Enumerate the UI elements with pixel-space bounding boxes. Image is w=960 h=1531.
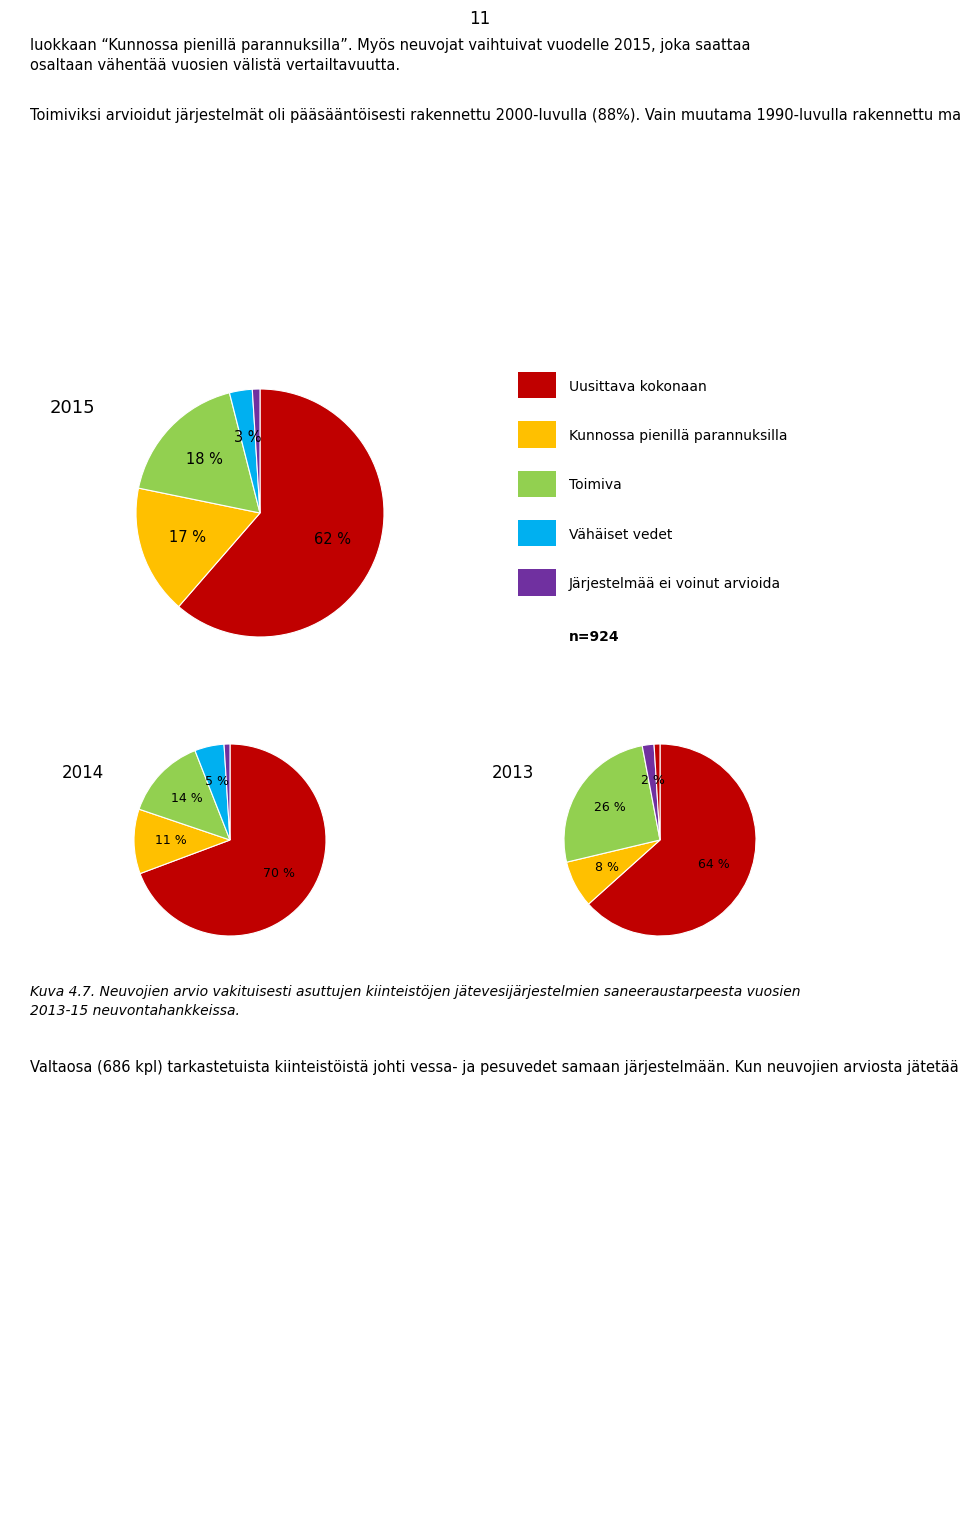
Text: 17 %: 17 % <box>169 530 205 545</box>
Text: 14 %: 14 % <box>171 793 203 805</box>
Text: 11 %: 11 % <box>155 834 186 848</box>
Bar <box>518 372 556 398</box>
Wedge shape <box>224 744 230 841</box>
Text: 2 %: 2 % <box>640 775 664 787</box>
Bar <box>518 570 556 596</box>
Text: n=924: n=924 <box>568 631 619 645</box>
Text: 64 %: 64 % <box>699 857 731 871</box>
Bar <box>518 521 556 547</box>
Wedge shape <box>564 746 660 862</box>
Text: Kuva 4.7. Neuvojien arvio vakituisesti asuttujen kiinteistöjen jätevesijärjestel: Kuva 4.7. Neuvojien arvio vakituisesti a… <box>30 984 801 1018</box>
Text: 70 %: 70 % <box>263 868 295 880</box>
Text: 2013: 2013 <box>492 764 535 782</box>
Text: luokkaan “Kunnossa pienillä parannuksilla”. Myös neuvojat vaihtuivat vuodelle 20: luokkaan “Kunnossa pienillä parannuksill… <box>30 38 751 73</box>
Text: Toimiviksi arvioidut järjestelmät oli pääsääntöisesti rakennettu 2000-luvulla (8: Toimiviksi arvioidut järjestelmät oli pä… <box>30 109 960 122</box>
Wedge shape <box>134 810 230 874</box>
Wedge shape <box>136 488 260 606</box>
Wedge shape <box>195 744 230 841</box>
Bar <box>518 472 556 498</box>
Wedge shape <box>252 389 260 513</box>
Text: Valtaosa (686 kpl) tarkastetuista kiinteistöistä johti vessa- ja pesuvedet samaa: Valtaosa (686 kpl) tarkastetuista kiinte… <box>30 1059 960 1075</box>
Wedge shape <box>179 389 384 637</box>
Wedge shape <box>138 393 260 513</box>
Wedge shape <box>140 744 326 935</box>
Text: 18 %: 18 % <box>186 453 223 467</box>
Wedge shape <box>139 750 230 841</box>
Text: Kunnossa pienillä parannuksilla: Kunnossa pienillä parannuksilla <box>568 429 787 442</box>
Text: Järjestelmää ei voinut arvioida: Järjestelmää ei voinut arvioida <box>568 577 780 591</box>
Text: 62 %: 62 % <box>314 533 350 548</box>
Wedge shape <box>654 744 660 841</box>
Text: 3 %: 3 % <box>234 430 262 444</box>
Text: 26 %: 26 % <box>594 801 626 814</box>
Wedge shape <box>642 744 660 841</box>
Text: Vähäiset vedet: Vähäiset vedet <box>568 528 672 542</box>
Text: Toimiva: Toimiva <box>568 478 621 493</box>
Wedge shape <box>588 744 756 935</box>
Text: Uusittava kokonaan: Uusittava kokonaan <box>568 380 707 393</box>
Text: 2014: 2014 <box>62 764 105 782</box>
Text: 5 %: 5 % <box>205 775 229 788</box>
Wedge shape <box>566 841 660 905</box>
Text: 11: 11 <box>469 11 491 28</box>
Bar <box>518 421 556 447</box>
Text: 2015: 2015 <box>49 398 95 416</box>
Wedge shape <box>229 389 260 513</box>
Text: 8 %: 8 % <box>595 860 619 874</box>
